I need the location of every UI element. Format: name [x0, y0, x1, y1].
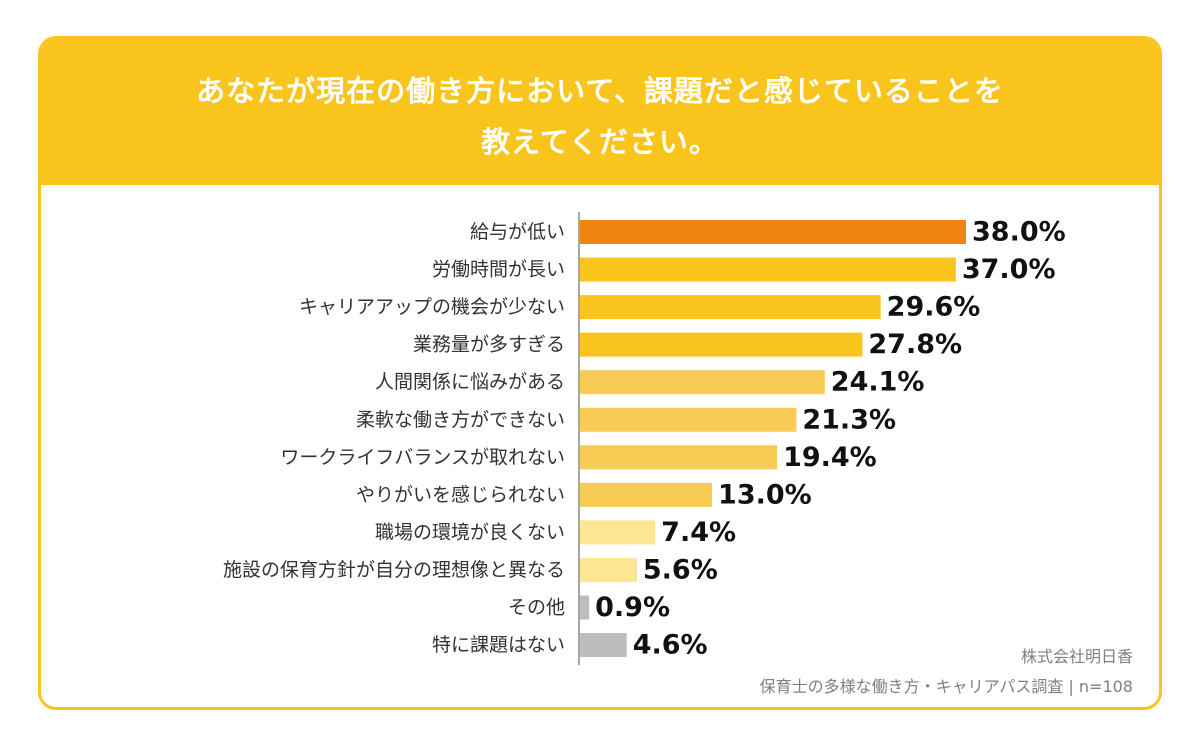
survey-credit: 保育士の多様な働き方・キャリアパス調査 | n=108: [759, 677, 1133, 696]
chart-header: あなたが現在の働き方において、課題だと感じていることを 教えてください。: [41, 39, 1159, 185]
bar-chart: 給与が低い 38.0% 労働時間が長い 37.0% キャリアアップの機会が少ない 29.6…: [223, 212, 1066, 666]
bar: [580, 295, 881, 320]
category-label: キャリアアップの機会が少ない: [299, 296, 565, 318]
bar: [580, 595, 590, 620]
bar: [580, 633, 627, 658]
category-label: 人間関係に悩みがある: [375, 371, 565, 393]
company-credit: 株式会社明日香: [1020, 647, 1133, 666]
category-label: やりがいを感じられない: [356, 484, 565, 506]
bar: [580, 407, 797, 432]
value-label: 37.0%: [962, 254, 1056, 285]
chart-title-line-1: あなたが現在の働き方において、課題だと感じていることを: [196, 74, 1004, 108]
bar: [580, 520, 656, 545]
value-label: 29.6%: [887, 292, 981, 323]
category-label: ワークライフバランスが取れない: [280, 446, 565, 468]
bar: [580, 482, 713, 507]
category-label: 柔軟な働き方ができない: [356, 409, 565, 431]
category-label: 業務量が多すぎる: [413, 334, 565, 356]
value-label: 24.1%: [831, 367, 925, 398]
value-label: 4.6%: [633, 630, 708, 661]
bar: [580, 445, 778, 470]
chart-title-line-2: 教えてください。: [481, 125, 719, 159]
value-label: 27.8%: [868, 329, 962, 360]
category-label: 給与が低い: [470, 221, 565, 243]
category-label: 施設の保育方針が自分の理想像と異なる: [223, 559, 565, 581]
category-label: 労働時間が長い: [432, 259, 565, 281]
category-label: 職場の環境が良くない: [375, 521, 565, 543]
bar: [580, 370, 825, 395]
value-label: 13.0%: [718, 479, 812, 510]
value-label: 19.4%: [783, 442, 877, 473]
value-label: 7.4%: [661, 517, 736, 548]
bar: [580, 257, 956, 282]
value-label: 38.0%: [972, 217, 1066, 248]
category-label: その他: [508, 597, 565, 619]
value-label: 5.6%: [643, 554, 718, 585]
value-label: 21.3%: [802, 404, 896, 435]
bar: [580, 332, 863, 357]
bar: [580, 557, 637, 582]
chart-card: あなたが現在の働き方において、課題だと感じていることを 教えてください。 給与が…: [38, 36, 1162, 710]
value-label: 0.9%: [595, 592, 670, 623]
category-label: 特に課題はない: [432, 634, 565, 656]
bar: [580, 220, 966, 244]
